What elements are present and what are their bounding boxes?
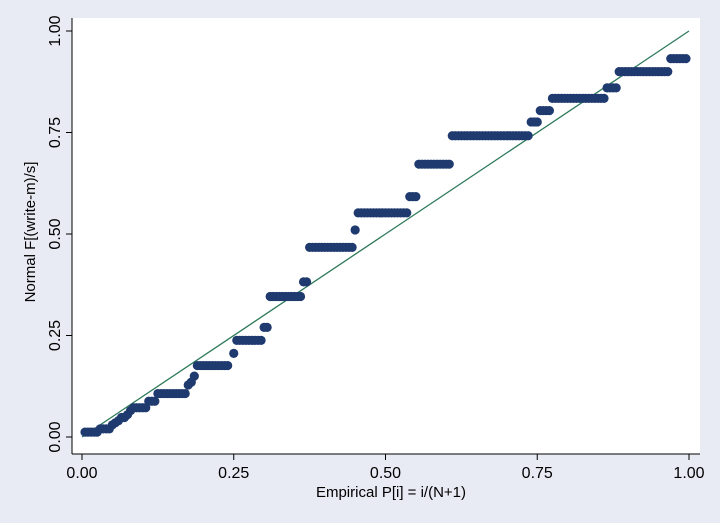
plot-area <box>72 18 700 454</box>
data-point <box>611 83 621 93</box>
data-point <box>262 322 272 332</box>
data-point <box>223 360 233 371</box>
data-point <box>663 67 673 77</box>
data-point <box>444 159 454 169</box>
data-point <box>301 277 312 287</box>
data-point <box>532 117 542 127</box>
y-axis-title: Normal F[(write-m)/s] <box>22 162 39 303</box>
data-point <box>523 131 533 141</box>
x-tick-label: 1.00 <box>673 465 704 482</box>
data-point <box>150 396 160 406</box>
data-point <box>229 348 239 358</box>
data-point <box>256 335 266 345</box>
data-point <box>180 388 190 399</box>
data-point <box>681 54 691 64</box>
data-point <box>402 208 412 218</box>
x-tick-label: 0.50 <box>370 465 401 482</box>
data-point <box>347 242 357 252</box>
data-point <box>295 291 306 302</box>
data-points-layer <box>80 54 691 437</box>
x-tick-label: 0.00 <box>66 465 97 482</box>
data-point <box>411 192 421 202</box>
y-axis: 0.00 0.25 0.50 0.75 1.00 <box>47 15 73 454</box>
x-tick-label: 0.25 <box>218 465 249 482</box>
data-point <box>189 371 199 381</box>
y-tick-label: 0.75 <box>47 117 64 148</box>
y-tick-label: 1.00 <box>47 15 64 46</box>
x-axis: 0.00 0.25 0.50 0.75 1.00 <box>66 453 705 482</box>
data-point <box>350 225 360 235</box>
data-point <box>544 105 554 116</box>
x-tick-label: 0.75 <box>522 465 553 482</box>
y-tick-label: 0.25 <box>47 320 64 351</box>
y-tick-label: 0.00 <box>47 421 64 452</box>
y-tick-label: 0.50 <box>47 218 64 249</box>
x-axis-title: Empirical P[i] = i/(N+1) <box>316 484 466 501</box>
data-point <box>599 93 609 103</box>
